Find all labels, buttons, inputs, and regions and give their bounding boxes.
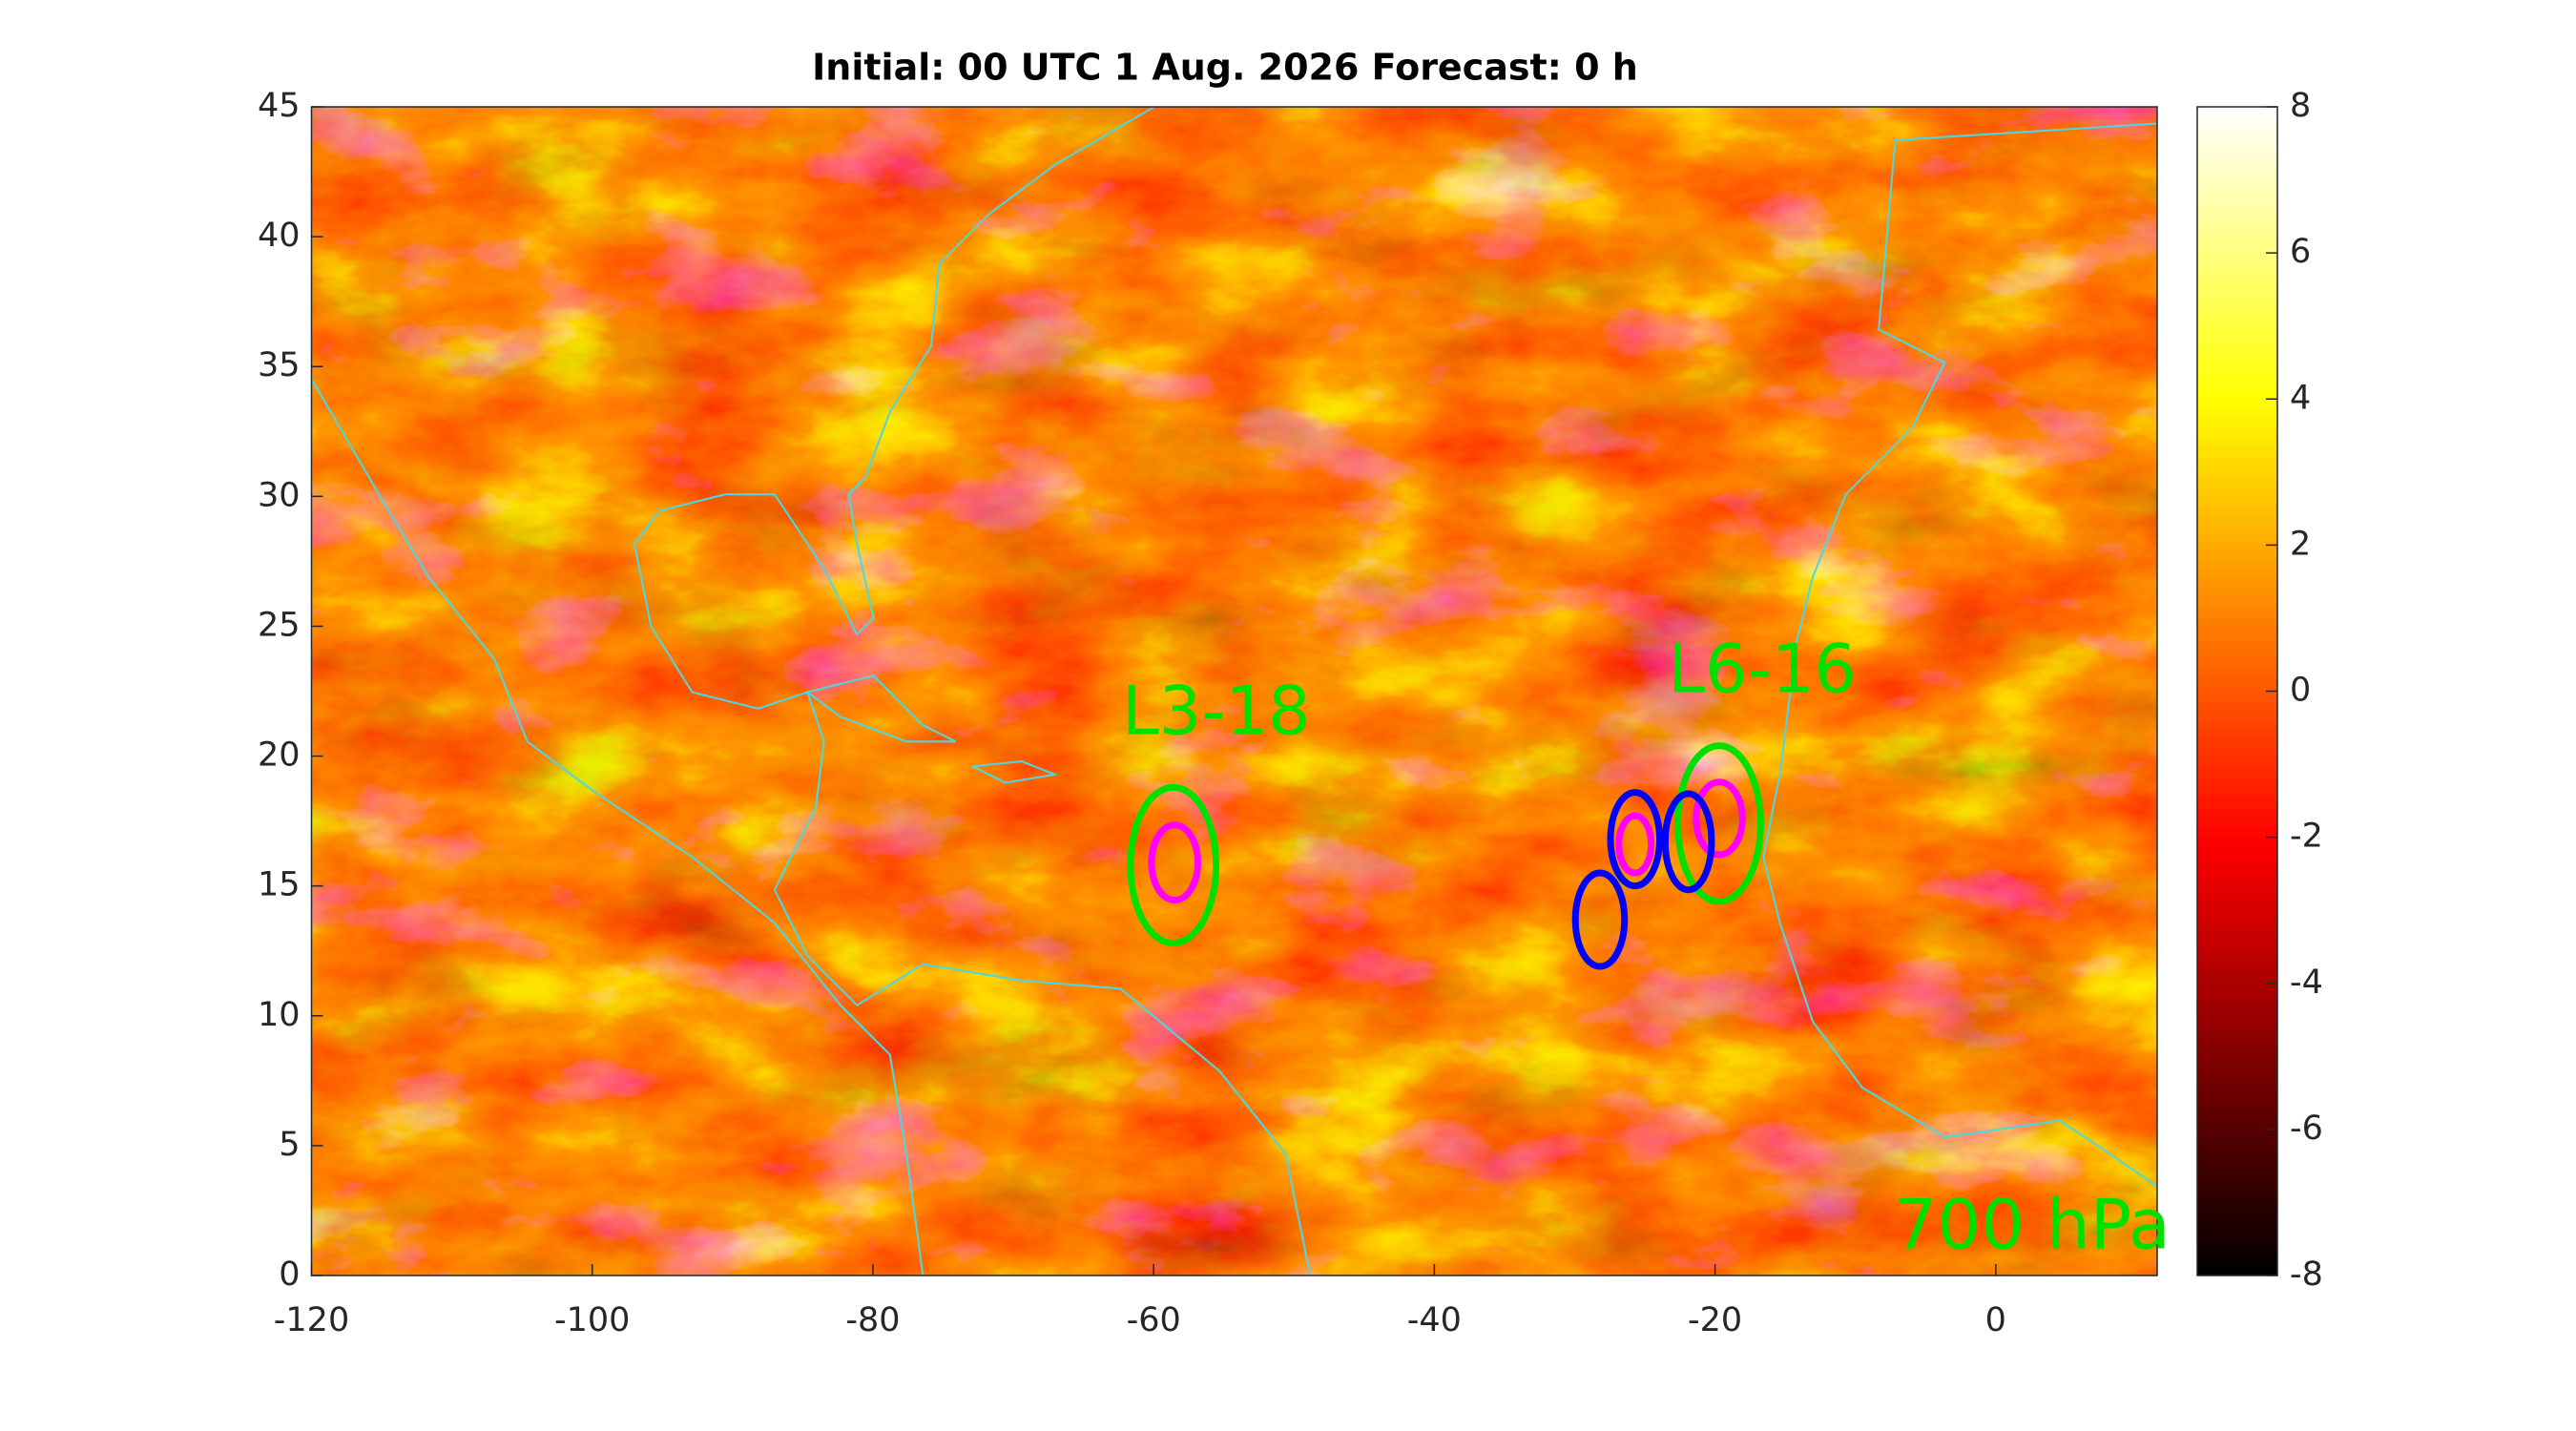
- colorbar-tick-label: 2: [2290, 525, 2311, 563]
- x-tick-label: -100: [554, 1301, 630, 1339]
- system-label: L6-16: [1668, 631, 1857, 709]
- colorbar-tick-label: -8: [2290, 1255, 2323, 1294]
- system-ellipse: [1661, 790, 1715, 894]
- colorbar-tick-label: -6: [2290, 1110, 2323, 1148]
- colorbar-tick-label: 0: [2290, 672, 2311, 710]
- y-tick-label: 30: [258, 476, 301, 514]
- y-tick-label: 15: [258, 866, 301, 904]
- plot-frame: [310, 106, 2158, 1276]
- chart-title: Initial: 00 UTC 1 Aug. 2026 Forecast: 0 …: [812, 47, 1638, 89]
- x-tick-label: -80: [845, 1301, 900, 1339]
- level-label: 700 hPa: [1894, 1185, 2171, 1265]
- y-tick-label: 40: [258, 217, 301, 255]
- colorbar-tick-label: 6: [2290, 233, 2311, 271]
- x-tick-label: -60: [1127, 1301, 1181, 1339]
- system-ellipse: [1571, 869, 1629, 970]
- field: [311, 107, 2157, 1275]
- x-tick-label: -20: [1688, 1301, 1742, 1339]
- system-ellipse: [1607, 789, 1663, 890]
- colorbar-tick-label: 4: [2290, 379, 2311, 417]
- y-tick-label: 20: [258, 736, 301, 775]
- system-ellipse: [1127, 783, 1220, 947]
- colorbar-tick-label: -4: [2290, 964, 2323, 1002]
- x-tick-label: 0: [1985, 1301, 2006, 1339]
- y-tick-label: 45: [258, 87, 301, 125]
- y-tick-label: 35: [258, 346, 301, 384]
- coastlines: [311, 107, 2157, 1275]
- system-label: L3-18: [1122, 672, 1311, 750]
- system-ellipse: [1148, 821, 1202, 904]
- y-tick-label: 5: [279, 1126, 300, 1164]
- y-tick-label: 0: [279, 1255, 300, 1294]
- x-tick-label: -120: [274, 1301, 349, 1339]
- system-ellipse: [1674, 742, 1764, 905]
- y-tick-label: 25: [258, 606, 301, 644]
- system-ellipse: [1615, 812, 1655, 877]
- field-texture: [311, 107, 2157, 1275]
- colorbar: [2196, 106, 2278, 1276]
- colorbar-tick-label: 8: [2290, 87, 2311, 125]
- system-ellipse: [1693, 778, 1746, 859]
- x-tick-label: -40: [1407, 1301, 1462, 1339]
- y-tick-label: 10: [258, 996, 301, 1034]
- colorbar-tick-label: -2: [2290, 818, 2323, 856]
